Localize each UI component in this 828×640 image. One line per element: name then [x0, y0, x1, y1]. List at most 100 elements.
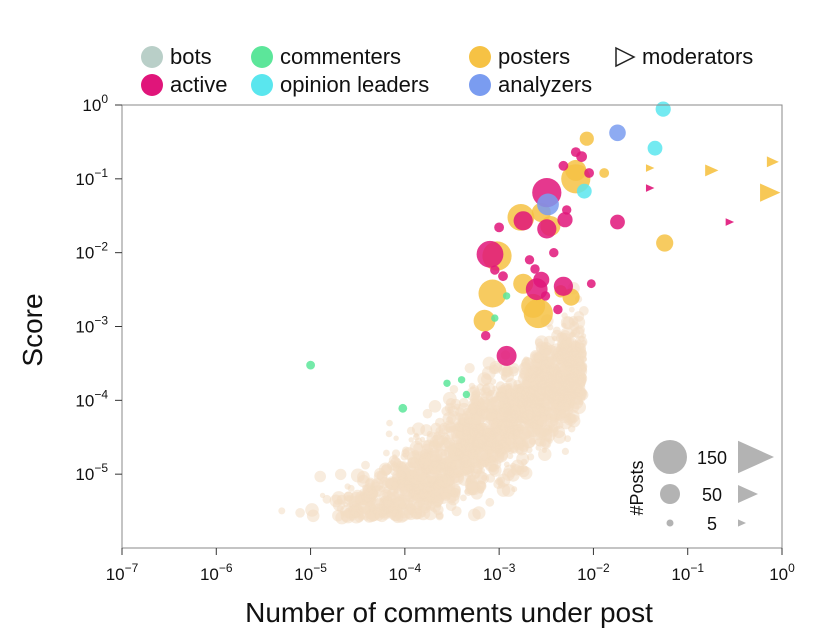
size-legend-label: 150 — [697, 448, 727, 468]
point-commenters — [398, 403, 408, 413]
background-point — [469, 385, 480, 395]
background-point — [430, 449, 443, 462]
point-moderators — [760, 183, 781, 202]
background-point — [580, 339, 587, 346]
legend-marker-bots — [141, 46, 163, 68]
y-tick-label: 10−3 — [75, 314, 108, 337]
point-active — [558, 160, 569, 171]
background-point — [437, 473, 451, 488]
x-tick-label: 10−3 — [483, 561, 516, 584]
background-point — [571, 347, 582, 358]
background-point — [419, 458, 429, 469]
background-point — [513, 429, 521, 437]
background-point — [580, 355, 587, 362]
legend-label-commenters: commenters — [280, 44, 401, 69]
x-axis-title: Number of comments under post — [245, 597, 653, 628]
background-point — [378, 462, 393, 476]
background-point — [379, 504, 385, 510]
background-point — [520, 407, 526, 413]
x-tick-label: 100 — [769, 561, 795, 584]
background-point — [557, 387, 566, 396]
background-point — [436, 463, 449, 476]
background-point — [454, 451, 464, 460]
background-point — [369, 506, 375, 513]
background-point — [508, 442, 515, 449]
background-point — [348, 505, 361, 518]
background-point — [493, 479, 504, 489]
background-point — [406, 484, 413, 491]
background-point — [464, 414, 475, 425]
background-point — [322, 494, 332, 504]
background-point — [496, 410, 508, 422]
point-posters — [579, 131, 594, 146]
background-point — [451, 506, 462, 517]
point-moderators — [766, 156, 779, 168]
background-point — [423, 506, 438, 521]
point-commenters — [306, 360, 315, 370]
size-legend-triangle — [738, 440, 774, 474]
background-point — [512, 397, 520, 405]
background-point — [568, 306, 575, 313]
background-point — [459, 455, 472, 468]
point-posters — [565, 159, 587, 181]
background-point — [516, 446, 524, 454]
background-point — [389, 476, 401, 488]
background-point — [534, 353, 544, 363]
background-point — [398, 501, 406, 509]
background-point — [443, 420, 456, 433]
size-legend-title: #Posts — [627, 460, 647, 515]
point-active — [540, 291, 551, 301]
background-point — [477, 487, 485, 494]
point-active — [562, 205, 572, 215]
x-tick-label: 10−2 — [577, 561, 610, 584]
background-point — [481, 384, 491, 394]
x-tick-label: 10−5 — [294, 561, 327, 584]
background-point — [447, 445, 457, 455]
background-point — [474, 470, 488, 484]
background-point — [577, 376, 584, 384]
background-point — [566, 384, 577, 394]
size-legend-label: 50 — [702, 485, 722, 505]
background-point — [375, 509, 389, 523]
background-point — [561, 447, 570, 455]
background-point — [375, 499, 383, 506]
background-point — [507, 452, 514, 460]
background-point — [406, 426, 416, 435]
y-tick-label: 100 — [82, 92, 108, 115]
point-opinion-leaders — [576, 183, 592, 199]
legend-label-moderators: moderators — [642, 44, 753, 69]
background-point — [572, 315, 586, 329]
x-tick-label: 10−1 — [671, 561, 704, 584]
background-point — [361, 494, 367, 500]
legend-marker-moderators — [615, 46, 636, 68]
background-point — [560, 316, 575, 330]
background-point — [420, 449, 429, 458]
point-analyzers — [537, 193, 559, 216]
legend-marker-posters — [469, 46, 491, 68]
point-commenters — [491, 314, 499, 322]
point-active — [537, 219, 557, 239]
background-point — [424, 486, 430, 492]
point-active — [496, 345, 517, 366]
point-active — [498, 271, 508, 282]
background-point — [551, 335, 558, 342]
size-legend-triangle — [738, 485, 758, 503]
background-point — [430, 422, 442, 434]
background-point — [428, 400, 442, 413]
legend-label-active: active — [170, 72, 227, 97]
background-point — [535, 373, 547, 385]
point-active — [584, 168, 594, 178]
background-point — [508, 366, 519, 377]
background-point — [497, 451, 505, 459]
background-point — [520, 458, 528, 466]
background-point — [517, 386, 525, 394]
point-active — [513, 211, 533, 231]
background-point — [408, 437, 414, 443]
background-point — [457, 402, 471, 416]
background-point — [331, 491, 346, 505]
background-point — [548, 397, 554, 403]
background-point — [468, 508, 481, 522]
background-point — [464, 363, 475, 374]
point-commenters — [502, 292, 511, 300]
background-point — [563, 394, 575, 407]
